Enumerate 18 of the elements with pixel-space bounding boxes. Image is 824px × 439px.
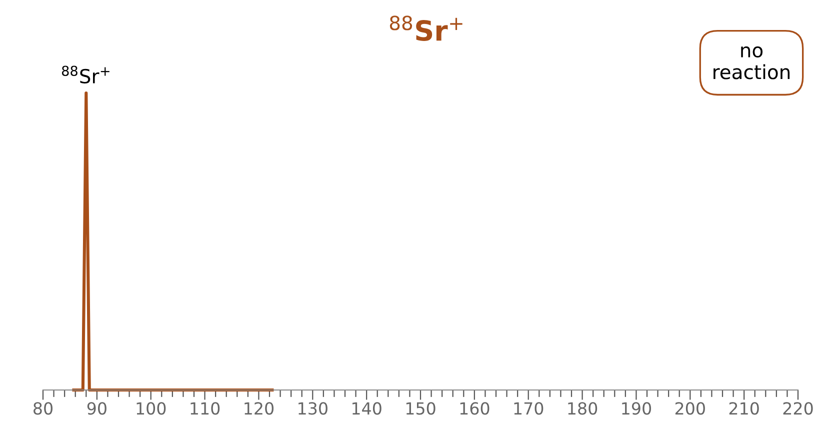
x-tick-label: 180 xyxy=(568,402,598,415)
x-tick-label: 160 xyxy=(460,402,490,415)
x-tick-label: 170 xyxy=(514,402,544,415)
x-tick-label: 130 xyxy=(298,402,328,415)
chart-title: $^{88}$Sr$^{+}$ xyxy=(390,16,462,42)
x-tick-label: 210 xyxy=(729,402,759,415)
x-tick-label: 120 xyxy=(244,402,274,415)
x-tick-label: 220 xyxy=(783,402,813,415)
x-tick-label: 190 xyxy=(622,402,652,415)
x-tick-label: 90 xyxy=(87,402,106,415)
x-tick-label: 80 xyxy=(34,402,52,415)
x-tick-label: 200 xyxy=(675,402,705,415)
x-tick-label: 100 xyxy=(136,402,166,415)
x-tick-label: 110 xyxy=(190,402,220,415)
x-tick-label: 150 xyxy=(406,402,436,415)
annotation: $^{88}$Sr$^{+}$ xyxy=(62,66,110,84)
x-tick-label: 140 xyxy=(352,402,382,415)
text: no reaction xyxy=(714,46,790,80)
